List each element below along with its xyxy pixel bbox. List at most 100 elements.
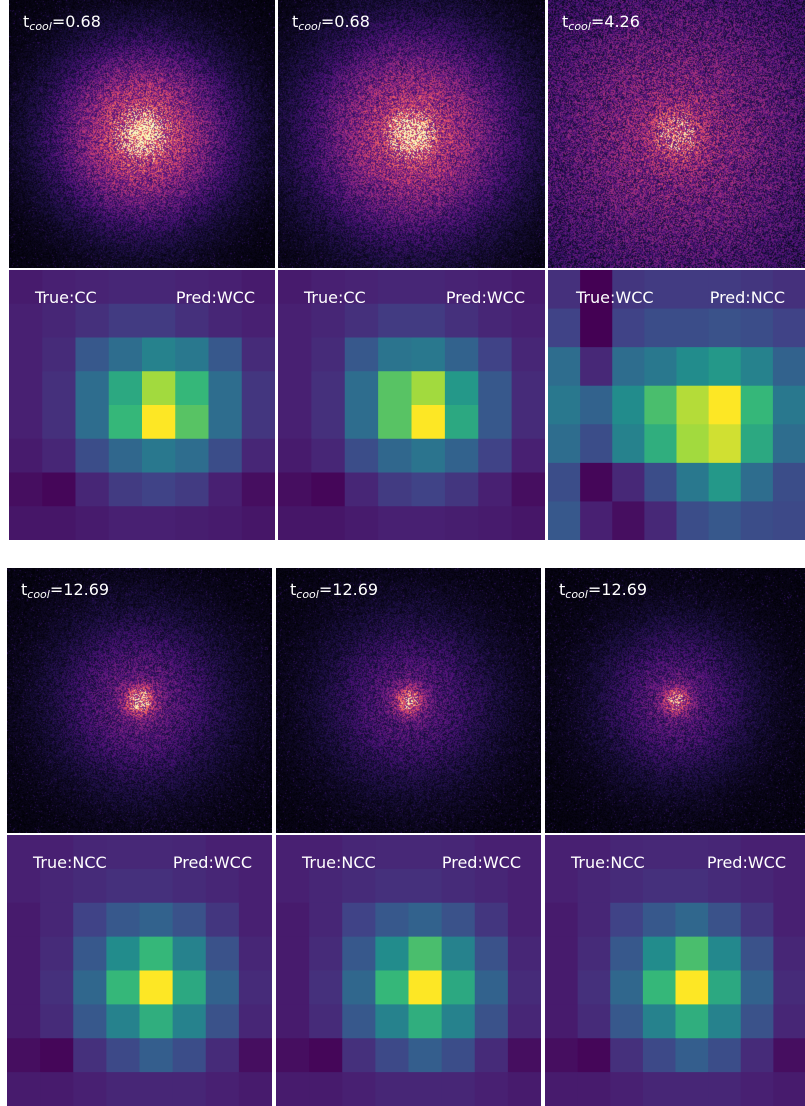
heatmap-cell xyxy=(175,371,210,406)
heatmap-cell xyxy=(507,1038,541,1073)
heatmap-cell xyxy=(7,902,41,938)
heatmap-cell xyxy=(444,472,479,507)
heatmap-cell xyxy=(411,337,446,372)
t-cool-prefix: t xyxy=(290,580,297,599)
heatmap-cell xyxy=(580,424,613,464)
heatmap-cell xyxy=(511,506,545,540)
xray-panel-1-2: tcool=12.69 xyxy=(545,568,805,833)
heatmap-cell xyxy=(773,1072,805,1106)
heatmap-cell xyxy=(548,424,581,464)
heatmap-cell xyxy=(612,424,645,464)
heatmap-cell xyxy=(238,1004,272,1039)
heatmap-cell xyxy=(610,902,644,938)
t-cool-prefix: t xyxy=(559,580,566,599)
heatmap-cell xyxy=(478,270,513,305)
heatmap-cell xyxy=(773,1004,805,1039)
heatmap-cell xyxy=(311,506,346,540)
heatmap-cell xyxy=(342,1004,376,1039)
heatmap-cell xyxy=(740,970,774,1005)
heatmap-cell xyxy=(241,371,275,406)
t-cool-value: =12.69 xyxy=(587,580,648,599)
heatmap-cell xyxy=(444,371,479,406)
heatmap-cell xyxy=(548,347,581,387)
heatmap-cell xyxy=(241,506,275,540)
heatmap-cell xyxy=(108,337,143,372)
heatmap-cell xyxy=(708,1072,742,1106)
heatmap-cell xyxy=(507,1072,541,1106)
heatmap-cell xyxy=(344,303,379,339)
t-cool-subscript: cool xyxy=(296,588,319,601)
heatmap-cell xyxy=(75,438,110,474)
heatmap xyxy=(7,835,272,1106)
heatmap-cell xyxy=(311,303,346,339)
heatmap-cell xyxy=(612,347,645,387)
heatmap-cell xyxy=(344,472,379,507)
heatmap-cell xyxy=(205,936,240,972)
heatmap-cell xyxy=(610,1004,644,1039)
heatmap-cell xyxy=(208,506,243,540)
heatmap-cell xyxy=(73,902,107,938)
heatmap-cell xyxy=(610,1038,644,1073)
heatmap-cell xyxy=(580,385,613,425)
xray-panel-0-0: tcool=0.68 xyxy=(9,0,275,268)
heatmap-cell xyxy=(708,1038,742,1073)
heatmap-cell xyxy=(708,936,742,972)
heatmap-cell xyxy=(309,1038,343,1073)
heatmap-cell xyxy=(276,868,310,904)
heatmap-cell xyxy=(42,405,77,440)
heatmap-cell xyxy=(708,424,742,464)
heatmap-cell xyxy=(175,270,210,305)
heatmap-cell xyxy=(106,868,141,904)
heatmap-cell xyxy=(772,385,805,425)
heatmap-cell xyxy=(378,405,413,440)
heatmap-cell xyxy=(175,303,210,339)
heatmap-cell xyxy=(577,1038,611,1073)
heatmap-cell xyxy=(610,1072,644,1106)
heatmap-cell xyxy=(278,270,312,305)
heatmap-cell xyxy=(42,270,77,305)
heatmap-cell xyxy=(644,424,678,464)
heatmap-cell xyxy=(75,405,110,440)
predicted-class-label: Pred:WCC xyxy=(441,853,521,872)
heatmap-cell xyxy=(545,835,579,870)
heatmap-cell xyxy=(580,347,613,387)
heatmap-cell xyxy=(411,472,446,507)
heatmap-cell xyxy=(474,902,509,938)
heatmap-cell xyxy=(478,303,513,339)
heatmap-cell xyxy=(208,438,243,474)
t-cool-prefix: t xyxy=(292,12,299,31)
predicted-class-label: Pred:WCC xyxy=(445,288,525,307)
heatmap-cell xyxy=(708,308,742,348)
heatmap-cell xyxy=(507,1004,541,1039)
heatmap-cell xyxy=(7,1038,41,1073)
heatmap-cell xyxy=(474,868,509,904)
heatmap-cell xyxy=(208,270,243,305)
heatmap-cell xyxy=(378,303,413,339)
heatmap-cell xyxy=(642,1072,677,1106)
heatmap-cell xyxy=(9,270,43,305)
heatmap-cell xyxy=(580,501,613,540)
heatmap-cell xyxy=(342,970,376,1005)
heatmap-cell xyxy=(172,1072,207,1106)
heatmap-cell xyxy=(139,936,174,972)
heatmap-cell xyxy=(42,303,77,339)
heatmap-cell xyxy=(238,868,272,904)
heatmap-cell xyxy=(612,270,645,310)
heatmap-cell xyxy=(545,1072,579,1106)
heatmap-cell xyxy=(511,371,545,406)
heatmap-cell xyxy=(108,270,143,305)
heatmap-cell xyxy=(7,1072,41,1106)
heatmap-cell xyxy=(175,506,210,540)
heatmap-cell xyxy=(675,902,709,938)
heatmap-cell xyxy=(106,936,141,972)
xray-image-1-0 xyxy=(7,568,272,833)
heatmap-cell xyxy=(441,970,476,1005)
heatmap-cell xyxy=(378,337,413,372)
heatmap-cell xyxy=(548,385,581,425)
heatmap-cell xyxy=(344,405,379,440)
heatmap-cell xyxy=(772,308,805,348)
heatmap-panel-1-1: True:NCC Pred:WCC xyxy=(276,835,541,1106)
heatmap xyxy=(276,835,541,1106)
heatmap-cell xyxy=(675,936,709,972)
heatmap-cell xyxy=(75,303,110,339)
